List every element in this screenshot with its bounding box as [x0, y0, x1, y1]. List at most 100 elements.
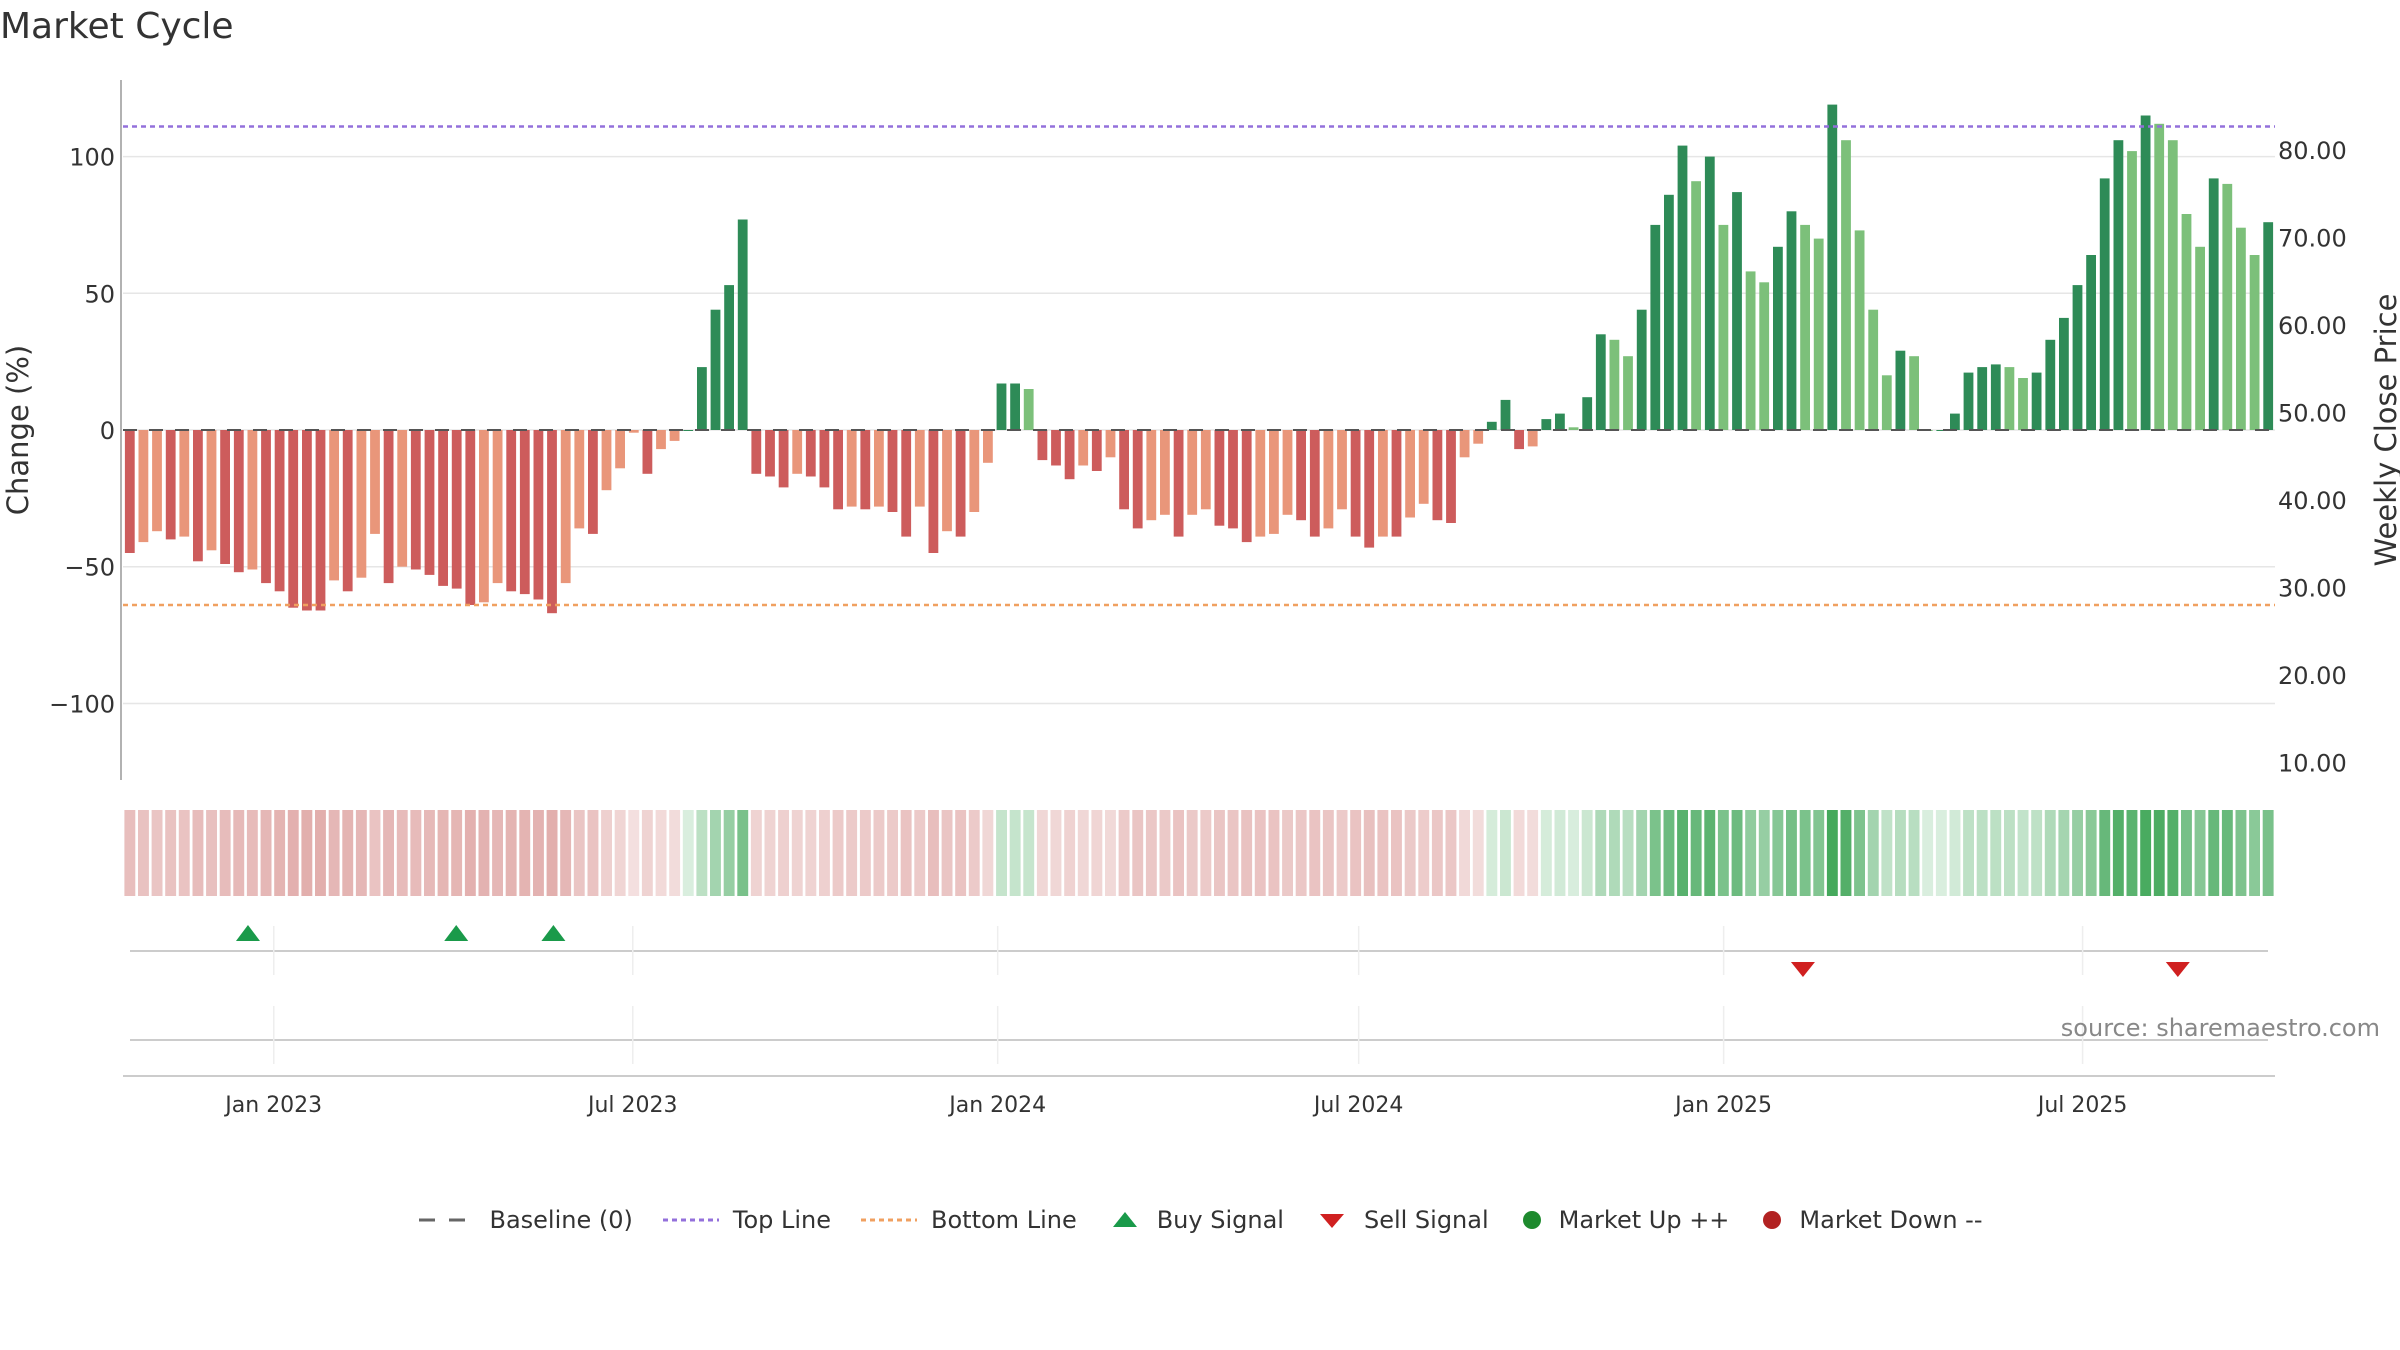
- legend-item-buy: Buy Signal: [1105, 1206, 1284, 1234]
- heat-cell: [846, 810, 858, 896]
- bar-series: [124, 104, 2274, 614]
- bar: [1881, 375, 1892, 430]
- bar: [1446, 430, 1456, 523]
- bar: [1105, 430, 1116, 458]
- heat-cell: [750, 810, 762, 896]
- bar: [588, 430, 598, 534]
- heat-cell: [2004, 810, 2015, 896]
- heat-cell: [723, 810, 735, 896]
- heat-cell: [710, 810, 721, 896]
- bar: [247, 430, 258, 570]
- bar: [1091, 430, 1102, 471]
- bar: [1350, 430, 1361, 537]
- legend-label-buy: Buy Signal: [1156, 1206, 1284, 1234]
- bar: [560, 430, 571, 584]
- bar: [1759, 282, 1770, 430]
- bar: [1187, 430, 1198, 515]
- bar: [397, 430, 408, 567]
- heat-cell: [696, 810, 708, 896]
- bar: [996, 383, 1007, 430]
- heat-cell: [1758, 810, 1770, 896]
- bar: [955, 430, 966, 537]
- heat-cell: [1254, 810, 1266, 896]
- heat-cell: [1145, 810, 1157, 896]
- legend-item-market-down: Market Down --: [1757, 1206, 1983, 1234]
- bar: [1555, 413, 1565, 430]
- heat-cell: [369, 810, 381, 896]
- legend-item-top-line: Top Line: [661, 1206, 831, 1234]
- heat-cell: [1322, 810, 1334, 896]
- heat-cell: [165, 810, 177, 896]
- heat-cell: [424, 810, 435, 896]
- bar: [1500, 399, 1511, 430]
- heat-cell: [2167, 810, 2179, 896]
- bar: [1977, 367, 1988, 430]
- bar: [179, 430, 190, 537]
- bar: [1854, 230, 1865, 430]
- bar: [1868, 309, 1879, 430]
- bar: [1146, 430, 1157, 521]
- bar: [1378, 430, 1388, 537]
- heat-cell: [464, 810, 476, 896]
- heat-cell: [151, 810, 163, 896]
- heat-cell: [1786, 810, 1797, 896]
- bar: [2167, 140, 2178, 430]
- heat-cell: [928, 810, 939, 896]
- heat-cell: [178, 810, 190, 896]
- bar: [547, 430, 557, 614]
- heat-cell: [1990, 810, 2002, 896]
- heat-cell: [1036, 810, 1048, 896]
- bar: [424, 430, 435, 575]
- y-axis-left: 100 50 0 −50 −100: [49, 80, 122, 780]
- bar: [1255, 430, 1266, 537]
- heat-cell: [1867, 810, 1879, 896]
- y2-tick-label: 80.00: [2278, 137, 2347, 165]
- y2-tick-label: 20.00: [2278, 662, 2347, 690]
- x-tick-label: Jan 2025: [1673, 1093, 1772, 1118]
- triangle-up-icon: [1112, 1212, 1137, 1227]
- heat-cell: [1404, 810, 1416, 896]
- bar: [1010, 383, 1020, 430]
- triangle-down-icon: [1319, 1214, 1344, 1228]
- bar: [1895, 350, 1906, 430]
- bar: [1023, 389, 1034, 430]
- heat-cell: [1826, 810, 1838, 896]
- heat-cell: [1363, 810, 1375, 896]
- heat-cell: [1132, 810, 1144, 896]
- heat-cell: [1459, 810, 1470, 896]
- bar: [2127, 151, 2137, 430]
- heat-cell: [1581, 810, 1593, 896]
- bar: [1514, 430, 1524, 450]
- heat-cell: [2058, 810, 2070, 896]
- heat-cell: [1908, 810, 1920, 896]
- y-tick-label: 100: [69, 144, 115, 172]
- bar: [601, 430, 612, 491]
- heat-cell: [791, 810, 803, 896]
- heat-cell: [2235, 810, 2247, 896]
- y-tick-label: −100: [49, 690, 115, 718]
- circle-icon: [1763, 1211, 1782, 1229]
- heat-cell: [2249, 810, 2260, 896]
- bar: [451, 430, 462, 589]
- heat-cell: [1772, 810, 1784, 896]
- bar: [533, 430, 544, 600]
- heat-cell: [287, 810, 299, 896]
- bar: [1214, 430, 1225, 526]
- heat-cell: [1500, 810, 1511, 896]
- dotted-line-icon: [662, 1218, 719, 1222]
- bar: [765, 430, 775, 477]
- heat-cell: [859, 810, 871, 896]
- bar: [2113, 140, 2124, 430]
- heat-cell: [124, 810, 136, 896]
- heat-cell: [1568, 810, 1579, 896]
- bar: [1241, 430, 1252, 543]
- bar: [846, 430, 857, 507]
- bar: [1800, 224, 1810, 430]
- bar: [519, 430, 530, 595]
- heat-cell: [1963, 810, 1974, 896]
- bar: [1813, 238, 1824, 430]
- heat-cell: [832, 810, 844, 896]
- heat-cell: [1813, 810, 1825, 896]
- heat-cell: [437, 810, 449, 896]
- bar: [1786, 211, 1797, 431]
